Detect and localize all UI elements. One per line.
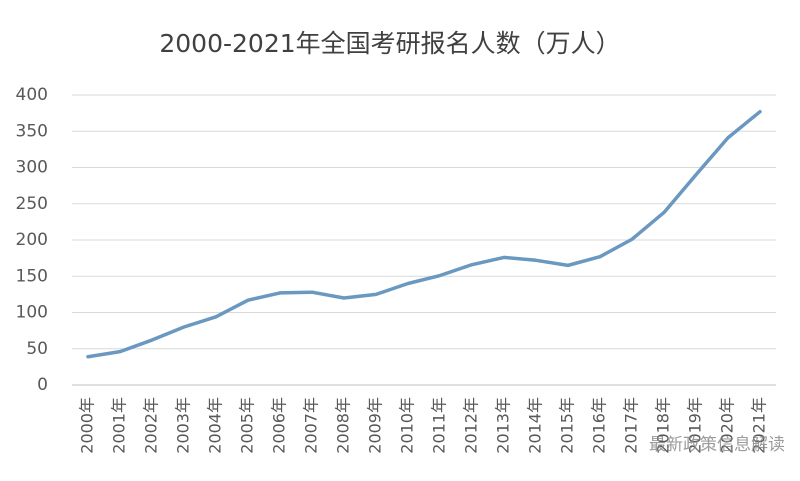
y-tick-label: 150 bbox=[16, 266, 48, 286]
x-tick-label: 2002年 bbox=[142, 397, 161, 454]
y-tick-label: 400 bbox=[16, 85, 48, 105]
x-tick-label: 2014年 bbox=[526, 397, 545, 454]
plot-area: 0 50 100 150 200 250 300 350 400 2000年 2001年 2002年 2… bbox=[16, 85, 776, 454]
x-tick-label: 2012年 bbox=[462, 397, 481, 454]
x-tick-label: 2020年 bbox=[718, 397, 737, 454]
x-tick-label: 2007年 bbox=[302, 397, 321, 454]
x-tick-label: 2008年 bbox=[334, 397, 353, 454]
chart-title: 2000-2021年全国考研报名人数（万人） bbox=[159, 29, 620, 58]
x-tick-label: 2004年 bbox=[206, 397, 225, 454]
y-tick-label: 100 bbox=[16, 303, 48, 323]
x-tick-label: 2017年 bbox=[622, 397, 641, 454]
y-tick-label: 50 bbox=[26, 339, 48, 359]
x-tick-label: 2021年 bbox=[750, 397, 769, 454]
x-tick-label: 2006年 bbox=[270, 397, 289, 454]
y-tick-label: 300 bbox=[16, 158, 48, 178]
x-tick-label: 2010年 bbox=[398, 397, 417, 454]
data-line bbox=[86, 109, 762, 359]
x-tick-label: 2019年 bbox=[686, 397, 705, 454]
x-tick-label: 2001年 bbox=[110, 397, 129, 454]
x-tick-label: 2018年 bbox=[654, 397, 673, 454]
y-tick-label: 0 bbox=[37, 375, 48, 395]
y-tick-label: 350 bbox=[16, 121, 48, 141]
y-tick-label: 250 bbox=[16, 194, 48, 214]
watermark: 最新政策信息解读 bbox=[649, 435, 785, 455]
x-tick-label: 2015年 bbox=[558, 397, 577, 454]
x-tick-label: 2011年 bbox=[430, 397, 449, 454]
y-tick-label: 200 bbox=[16, 230, 48, 250]
x-tick-label: 2003年 bbox=[174, 397, 193, 454]
x-tick-label: 2009年 bbox=[366, 397, 385, 454]
x-tick-label: 2016年 bbox=[590, 397, 609, 454]
x-tick-label: 2013年 bbox=[494, 397, 513, 454]
x-tick-label: 2005年 bbox=[238, 397, 257, 454]
x-tick-label: 2000年 bbox=[78, 397, 97, 454]
